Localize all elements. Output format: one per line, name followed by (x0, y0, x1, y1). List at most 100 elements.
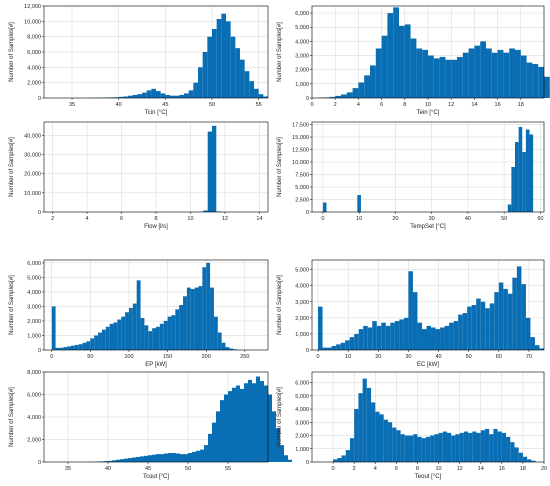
histogram-bar (333, 459, 338, 462)
x-tick-label: 8 (403, 102, 406, 108)
x-axis-label: TempSet [°C] (410, 224, 446, 230)
histogram-bar (358, 82, 365, 98)
x-tick-label: 20 (375, 354, 381, 360)
histogram-bar (472, 431, 477, 462)
x-tick-label: 18 (518, 102, 524, 108)
histogram-bar (221, 342, 226, 350)
histogram-bar (207, 36, 212, 98)
histogram-bar (387, 422, 393, 462)
histogram-bar (383, 419, 388, 462)
panel-ep: 0 50 100 150 200 250 0 1,000 2,000 3,000 4,000 5,00… (9, 259, 269, 368)
y-tick-label: 17,500 (292, 123, 309, 129)
histogram-bar (74, 344, 79, 350)
histogram-bar (390, 322, 395, 350)
y-tick-label: 1,000 (295, 82, 309, 88)
histogram-bar (394, 321, 400, 350)
x-tick-label: 250 (240, 354, 249, 360)
x-tick-label: 6 (120, 216, 123, 222)
histogram-bar (118, 96, 124, 98)
histogram-bar (137, 94, 142, 98)
histogram-bar (159, 323, 164, 350)
histogram-bar (327, 347, 332, 350)
histogram-bar (385, 325, 391, 350)
histogram-bar (144, 325, 149, 350)
histogram-bar (371, 402, 376, 462)
histogram-bar (140, 318, 145, 350)
histogram-bar (403, 317, 409, 350)
histogram-bar (453, 321, 459, 350)
histogram-bar (128, 307, 133, 350)
y-tick-label: 3,000 (27, 304, 41, 310)
histogram-bar (112, 460, 116, 462)
y-tick-label: 2,000 (27, 319, 41, 325)
y-tick-label: 6,000 (295, 381, 309, 387)
panel-teout: 0 2 4 6 8 10 12 14 16 18 20 0 1,000 2,000 3,000 4,000 5,… (277, 371, 547, 480)
histogram-bar (430, 435, 435, 462)
x-tick-label: 16 (495, 102, 501, 108)
histogram-bar (345, 450, 350, 462)
y-tick-label: 3,000 (295, 54, 309, 60)
histogram-bar (530, 337, 535, 350)
histogram-bar (249, 81, 254, 98)
histogram-bar (463, 431, 469, 462)
histogram-bar (123, 96, 128, 98)
x-tick-label: 10 (425, 102, 431, 108)
histogram-bar (235, 48, 240, 98)
histogram-bar (438, 432, 443, 462)
histogram-bar (322, 202, 327, 212)
histogram-bar (244, 383, 248, 462)
histogram-bar (341, 455, 346, 462)
histogram-bar (522, 152, 526, 212)
histogram-bar (392, 427, 397, 462)
histogram-bar (190, 289, 195, 350)
y-axis-label: Number of Samples[#] (9, 22, 15, 82)
x-tick-label: 14 (478, 466, 484, 472)
histogram-bar (476, 298, 481, 350)
histogram-bar (226, 21, 231, 98)
y-tick-label: 4,000 (295, 407, 309, 413)
histogram-bar (522, 456, 528, 462)
histogram-bar (515, 49, 521, 98)
histogram-bar (358, 329, 364, 350)
x-tick-label: 18 (520, 466, 526, 472)
histogram-bar (421, 329, 427, 350)
histogram-bar (322, 347, 328, 350)
histogram-bar (224, 394, 228, 462)
histogram-bar (354, 333, 359, 350)
y-tick-label: 6,000 (295, 11, 309, 17)
histogram-bar (272, 411, 276, 462)
plot-frame (311, 371, 545, 463)
histogram-bar (341, 94, 347, 98)
histogram-bar (400, 434, 405, 462)
histogram-bar (120, 459, 124, 462)
x-tick-label: 12 (448, 102, 454, 108)
x-tick-label: 35 (69, 102, 75, 108)
y-axis-label: Number of Samples[#] (9, 137, 15, 197)
histogram-bar (444, 325, 450, 350)
histogram-bar (331, 345, 337, 350)
histogram-bar (165, 94, 170, 98)
x-tick-label: 4 (374, 466, 377, 472)
x-tick-label: 20 (392, 216, 398, 222)
histogram-bar (160, 454, 164, 462)
histogram-bar (364, 75, 370, 98)
panel-ec: 0 10 20 30 40 50 60 70 0 1,000 2,000 3,000 4,000 5,00… (277, 259, 545, 368)
histogram-bar (366, 387, 372, 462)
histogram-bar (462, 313, 468, 350)
histogram-bar (372, 321, 377, 350)
histogram-bar (140, 456, 144, 462)
y-tick-label: 30,000 (24, 153, 41, 159)
x-tick-label: 10 (187, 216, 193, 222)
x-tick-label: 10 (356, 216, 362, 222)
histogram-bar (192, 451, 196, 462)
y-tick-label: 0 (306, 210, 309, 216)
y-tick-label: 5,000 (27, 275, 41, 281)
histogram-bar (491, 52, 498, 98)
histogram-bar (497, 431, 502, 462)
histogram-bar (152, 328, 156, 350)
histogram-bar (263, 96, 268, 98)
histogram-bar (511, 167, 515, 212)
histogram-bar (439, 56, 446, 98)
histogram-bar (507, 293, 513, 350)
histogram-bar (507, 204, 512, 212)
